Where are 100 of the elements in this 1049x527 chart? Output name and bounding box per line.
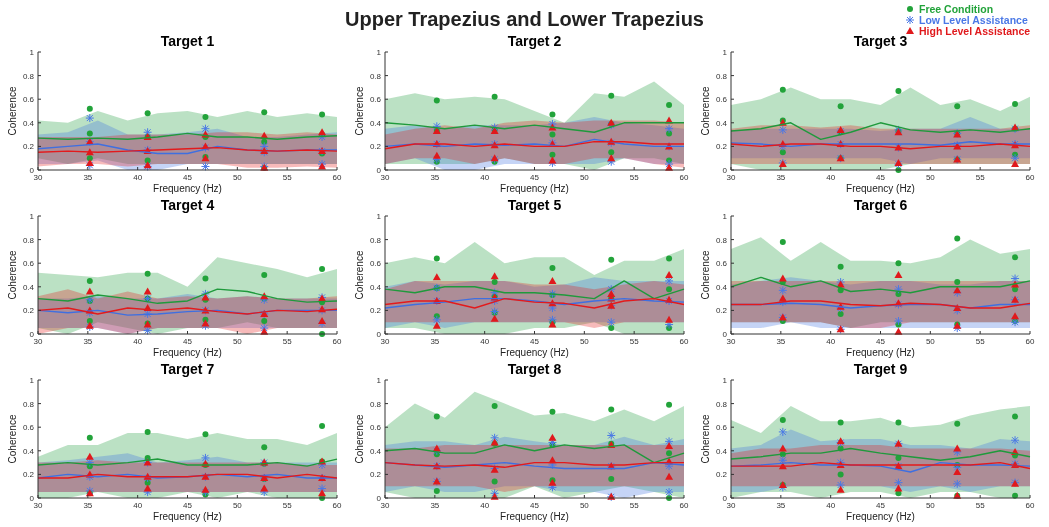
x-axis-title: Frequency (Hz) [500,183,569,194]
x-tick-label: 45 [183,501,193,510]
x-axis-title: Frequency (Hz) [153,511,222,522]
y-tick-label: 0.4 [715,282,728,292]
x-tick-label: 30 [33,337,43,346]
y-tick-label: 0.2 [369,470,382,480]
y-tick-label: 0.2 [715,142,728,152]
y-tick-label: 0.2 [22,470,35,480]
x-tick-label: 60 [1025,337,1035,346]
x-tick-label: 60 [1025,501,1035,510]
x-tick-label: 60 [679,501,689,510]
x-tick-label: 55 [629,501,640,510]
y-tick-label: 0 [722,166,728,175]
x-tick-label: 50 [925,501,936,510]
y-tick-label: 1 [376,212,382,221]
y-tick-label: 0 [722,494,728,503]
x-tick-label: 55 [629,173,640,182]
x-tick-label: 35 [776,501,786,510]
y-axis-title: Coherence [7,86,18,136]
x-axis-title: Frequency (Hz) [846,347,915,358]
y-tick-label: 0.8 [22,71,35,81]
x-tick-label: 50 [579,501,590,510]
x-tick-label: 40 [480,501,490,510]
x-tick-label: 45 [183,173,193,182]
chart-title: Target 3 [853,33,908,49]
y-tick-label: 1 [29,212,35,221]
x-axis-title: Frequency (Hz) [846,183,915,194]
x-tick-label: 40 [826,501,836,510]
x-tick-label: 45 [530,501,540,510]
x-tick-label: 45 [876,337,886,346]
y-tick-label: 1 [29,376,35,385]
x-tick-label: 45 [530,337,540,346]
x-tick-label: 35 [430,337,440,346]
y-tick-label: 0.2 [715,470,728,480]
x-axis-title: Frequency (Hz) [153,183,222,194]
y-tick-label: 0.2 [369,306,382,316]
legend-label: Low Level Assistance [919,14,1028,26]
y-tick-label: 0.8 [369,71,382,81]
y-tick-label: 0.4 [22,118,35,128]
y-tick-label: 0 [376,330,382,339]
x-tick-label: 55 [282,501,293,510]
y-tick-label: 0.6 [22,423,35,433]
x-tick-label: 50 [925,337,936,346]
x-tick-label: 40 [826,337,836,346]
y-tick-label: 0.8 [369,399,382,409]
x-tick-label: 60 [679,173,689,182]
chart-title: Target 5 [507,197,562,213]
x-tick-label: 60 [1025,173,1035,182]
y-tick-label: 0.4 [715,118,728,128]
y-axis-title: Coherence [354,86,365,136]
x-tick-label: 55 [282,337,293,346]
x-tick-label: 35 [83,501,93,510]
x-tick-label: 50 [232,501,243,510]
y-tick-label: 0.2 [715,306,728,316]
x-tick-label: 40 [480,173,490,182]
x-tick-label: 35 [83,173,93,182]
y-tick-label: 0.4 [22,282,35,292]
y-axis-title: Coherence [700,86,711,136]
x-axis-title: Frequency (Hz) [846,511,915,522]
y-tick-label: 0 [29,494,35,503]
chart-title: Target 1 [160,33,215,49]
x-tick-label: 35 [430,173,440,182]
x-tick-label: 50 [579,173,590,182]
legend-label: Free Condition [919,3,994,15]
y-tick-label: 1 [376,48,382,57]
x-tick-label: 40 [133,173,143,182]
y-tick-label: 1 [376,376,382,385]
y-tick-label: 0.6 [369,423,382,433]
y-tick-label: 0.6 [715,423,728,433]
x-tick-label: 50 [579,337,590,346]
y-tick-label: 0.8 [22,399,35,409]
x-tick-label: 60 [332,337,342,346]
y-tick-label: 1 [722,376,728,385]
y-tick-label: 0.4 [369,118,382,128]
x-tick-label: 40 [826,173,836,182]
x-tick-label: 30 [726,173,736,182]
x-tick-label: 30 [380,337,390,346]
x-tick-label: 55 [975,501,986,510]
text: Upper Trapezius and Lower Trapezius [345,8,704,30]
x-tick-label: 55 [975,173,986,182]
y-tick-label: 0.6 [715,259,728,269]
y-tick-label: 0.4 [369,282,382,292]
y-tick-label: 0 [376,494,382,503]
chart-title: Target 6 [853,197,908,213]
chart-title: Target 8 [507,361,562,377]
x-axis-title: Frequency (Hz) [500,511,569,522]
x-axis-title: Frequency (Hz) [153,347,222,358]
x-tick-label: 40 [480,337,490,346]
x-tick-label: 50 [925,173,936,182]
x-tick-label: 30 [33,173,43,182]
x-tick-label: 35 [430,501,440,510]
x-tick-label: 40 [133,501,143,510]
y-axis-title: Coherence [354,250,365,300]
y-tick-label: 0 [29,330,35,339]
x-tick-label: 30 [726,337,736,346]
x-tick-label: 55 [975,337,986,346]
x-tick-label: 35 [776,337,786,346]
y-tick-label: 0.2 [22,142,35,152]
y-axis-title: Coherence [7,250,18,300]
x-tick-label: 50 [232,173,243,182]
